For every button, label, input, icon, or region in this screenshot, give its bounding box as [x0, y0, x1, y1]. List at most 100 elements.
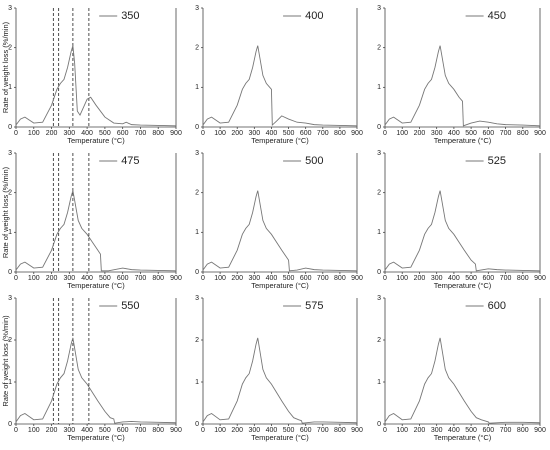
legend-label: 525	[488, 155, 506, 167]
x-tick-label: 200	[414, 130, 426, 137]
x-tick-label: 200	[231, 427, 243, 434]
y-tick-label: 1	[377, 229, 381, 236]
data-line	[15, 337, 177, 424]
y-tick-label: 0	[8, 269, 12, 276]
x-tick-label: 300	[248, 275, 260, 282]
x-tick-label: 400	[266, 275, 278, 282]
x-axis-label: Temperature (°C)	[67, 433, 125, 442]
x-tick-label: 800	[517, 275, 529, 282]
x-tick-label: 300	[431, 427, 443, 434]
x-axis-label: Temperature (°C)	[434, 136, 492, 145]
x-tick-label: 600	[482, 130, 494, 137]
x-tick-label: 600	[117, 130, 129, 137]
y-tick-label: 1	[8, 229, 12, 236]
x-tick-label: 400	[266, 130, 278, 137]
x-tick-label: 500	[283, 130, 295, 137]
x-tick-label: 500	[99, 427, 111, 434]
x-tick-label: 900	[170, 275, 182, 282]
y-tick-label: 2	[377, 337, 381, 344]
x-tick-label: 900	[534, 130, 546, 137]
x-tick-label: 700	[317, 130, 329, 137]
x-tick-label: 800	[334, 130, 346, 137]
x-tick-label: 600	[300, 427, 312, 434]
x-tick-label: 200	[231, 275, 243, 282]
x-tick-label: 0	[383, 427, 387, 434]
legend-label: 600	[488, 300, 506, 312]
x-tick-label: 0	[14, 275, 18, 282]
y-tick-label: 2	[195, 337, 199, 344]
x-tick-label: 800	[334, 275, 346, 282]
y-tick-label: 3	[8, 5, 12, 12]
y-tick-label: 1	[195, 84, 199, 91]
x-tick-label: 700	[135, 275, 147, 282]
y-tick-label: 2	[195, 190, 199, 197]
y-tick-label: 1	[195, 379, 199, 386]
x-axis-label: Temperature (°C)	[67, 281, 125, 290]
legend-label: 450	[488, 10, 506, 22]
x-tick-label: 400	[448, 427, 460, 434]
x-tick-label: 900	[351, 275, 363, 282]
x-tick-label: 500	[99, 130, 111, 137]
y-tick-label: 2	[377, 45, 381, 52]
data-line	[384, 45, 541, 127]
x-tick-label: 0	[14, 427, 18, 434]
legend-label: 575	[305, 300, 323, 312]
legend-label: 350	[121, 10, 139, 22]
y-tick-label: 1	[377, 84, 381, 91]
y-tick-label: 3	[8, 150, 12, 157]
x-tick-label: 200	[46, 427, 58, 434]
x-tick-label: 100	[396, 427, 408, 434]
y-tick-label: 1	[8, 379, 12, 386]
x-tick-label: 900	[351, 427, 363, 434]
x-axis-label: Temperature (°C)	[251, 433, 309, 442]
x-tick-label: 900	[534, 427, 546, 434]
x-axis-label: Temperature (°C)	[67, 136, 125, 145]
x-tick-label: 700	[500, 427, 512, 434]
data-line	[384, 190, 541, 272]
x-tick-label: 100	[214, 130, 226, 137]
y-axis-label: Rate of weight loss (%/min)	[1, 315, 10, 407]
y-tick-label: 3	[377, 5, 381, 12]
y-axis-label: Rate of weight loss (%/min)	[1, 21, 10, 113]
y-tick-label: 3	[377, 150, 381, 157]
x-tick-label: 300	[63, 275, 75, 282]
legend-label: 500	[305, 155, 323, 167]
legend-label: 550	[121, 300, 139, 312]
y-tick-label: 3	[195, 150, 199, 157]
x-tick-label: 500	[465, 130, 477, 137]
data-line	[15, 190, 177, 272]
x-tick-label: 500	[283, 275, 295, 282]
x-tick-label: 100	[396, 130, 408, 137]
data-line	[384, 337, 541, 424]
x-tick-label: 800	[334, 427, 346, 434]
x-axis-label: Temperature (°C)	[251, 281, 309, 290]
x-tick-label: 800	[517, 130, 529, 137]
x-tick-label: 100	[28, 275, 40, 282]
x-tick-label: 400	[81, 427, 93, 434]
x-tick-label: 400	[448, 130, 460, 137]
y-tick-label: 3	[8, 295, 12, 302]
y-tick-label: 2	[8, 190, 12, 197]
x-tick-label: 600	[482, 275, 494, 282]
legend-label: 475	[121, 155, 139, 167]
y-tick-label: 1	[377, 379, 381, 386]
x-tick-label: 900	[351, 130, 363, 137]
x-tick-label: 0	[383, 275, 387, 282]
x-tick-label: 200	[414, 427, 426, 434]
y-tick-label: 2	[8, 45, 12, 52]
x-tick-label: 400	[266, 427, 278, 434]
x-tick-label: 900	[170, 130, 182, 137]
x-tick-label: 100	[214, 275, 226, 282]
x-tick-label: 200	[231, 130, 243, 137]
x-tick-label: 500	[465, 427, 477, 434]
x-tick-label: 100	[396, 275, 408, 282]
x-tick-label: 0	[383, 130, 387, 137]
x-axis-label: Temperature (°C)	[251, 136, 309, 145]
x-tick-label: 0	[201, 130, 205, 137]
y-tick-label: 2	[377, 190, 381, 197]
data-line	[202, 337, 358, 424]
x-tick-label: 200	[46, 130, 58, 137]
x-tick-label: 800	[517, 427, 529, 434]
x-tick-label: 700	[500, 275, 512, 282]
